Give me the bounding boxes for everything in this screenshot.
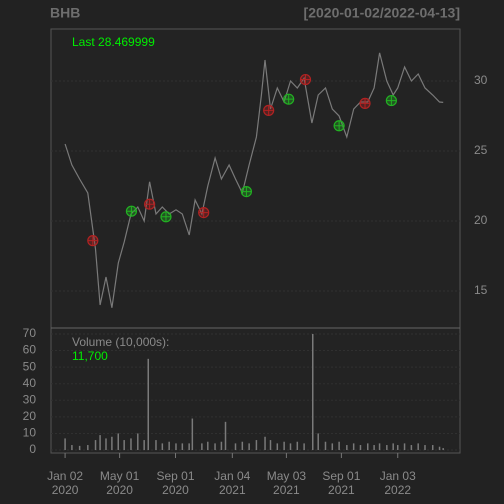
- signal-cross: [360, 98, 371, 109]
- x-tick-label: Jan 02 2020: [47, 469, 84, 497]
- y-tick-label: 50: [23, 359, 37, 373]
- last-volume: 11,700: [72, 349, 108, 363]
- last-price: Last 28.469999: [72, 35, 155, 49]
- y-tick-label: 10: [23, 426, 37, 440]
- signal-cross: [160, 211, 171, 222]
- x-tick-label: Jan 03 2022: [379, 469, 416, 497]
- signal-cross: [283, 94, 294, 105]
- signal-cross: [87, 235, 98, 246]
- price-line: [64, 52, 444, 308]
- x-tick-label: Sep 01 2021: [322, 469, 361, 497]
- signal-cross: [241, 186, 252, 197]
- y-tick-label: 25: [474, 143, 488, 157]
- signal-cross: [126, 206, 137, 217]
- frame: [50, 28, 461, 454]
- y-tick-label: 20: [23, 409, 37, 423]
- signal-cross: [198, 207, 209, 218]
- y-tick-label: 60: [23, 343, 37, 357]
- x-tick-label: Jan 04 2021: [214, 469, 251, 497]
- symbol: BHB: [50, 5, 80, 21]
- y-tick-label: 15: [474, 283, 488, 297]
- y-tick-label: 0: [29, 442, 36, 456]
- x-tick-label: Sep 01 2020: [156, 469, 195, 497]
- signal-cross: [300, 74, 311, 85]
- x-tick-label: May 03 2021: [266, 469, 307, 497]
- volume-title: Volume (10,000s):: [72, 335, 169, 349]
- y-tick-label: 20: [474, 213, 488, 227]
- y-tick-label: 30: [474, 73, 488, 87]
- y-tick-label: 30: [23, 392, 37, 406]
- date-range: [2020-01-02/2022-04-13]: [304, 5, 460, 21]
- x-tick-label: May 01 2020: [99, 469, 140, 497]
- y-tick-label: 70: [23, 326, 37, 340]
- signal-cross: [334, 120, 345, 131]
- y-tick-label: 40: [23, 376, 37, 390]
- signal-cross: [263, 105, 274, 116]
- signal-cross: [144, 199, 155, 210]
- signal-cross: [386, 95, 397, 106]
